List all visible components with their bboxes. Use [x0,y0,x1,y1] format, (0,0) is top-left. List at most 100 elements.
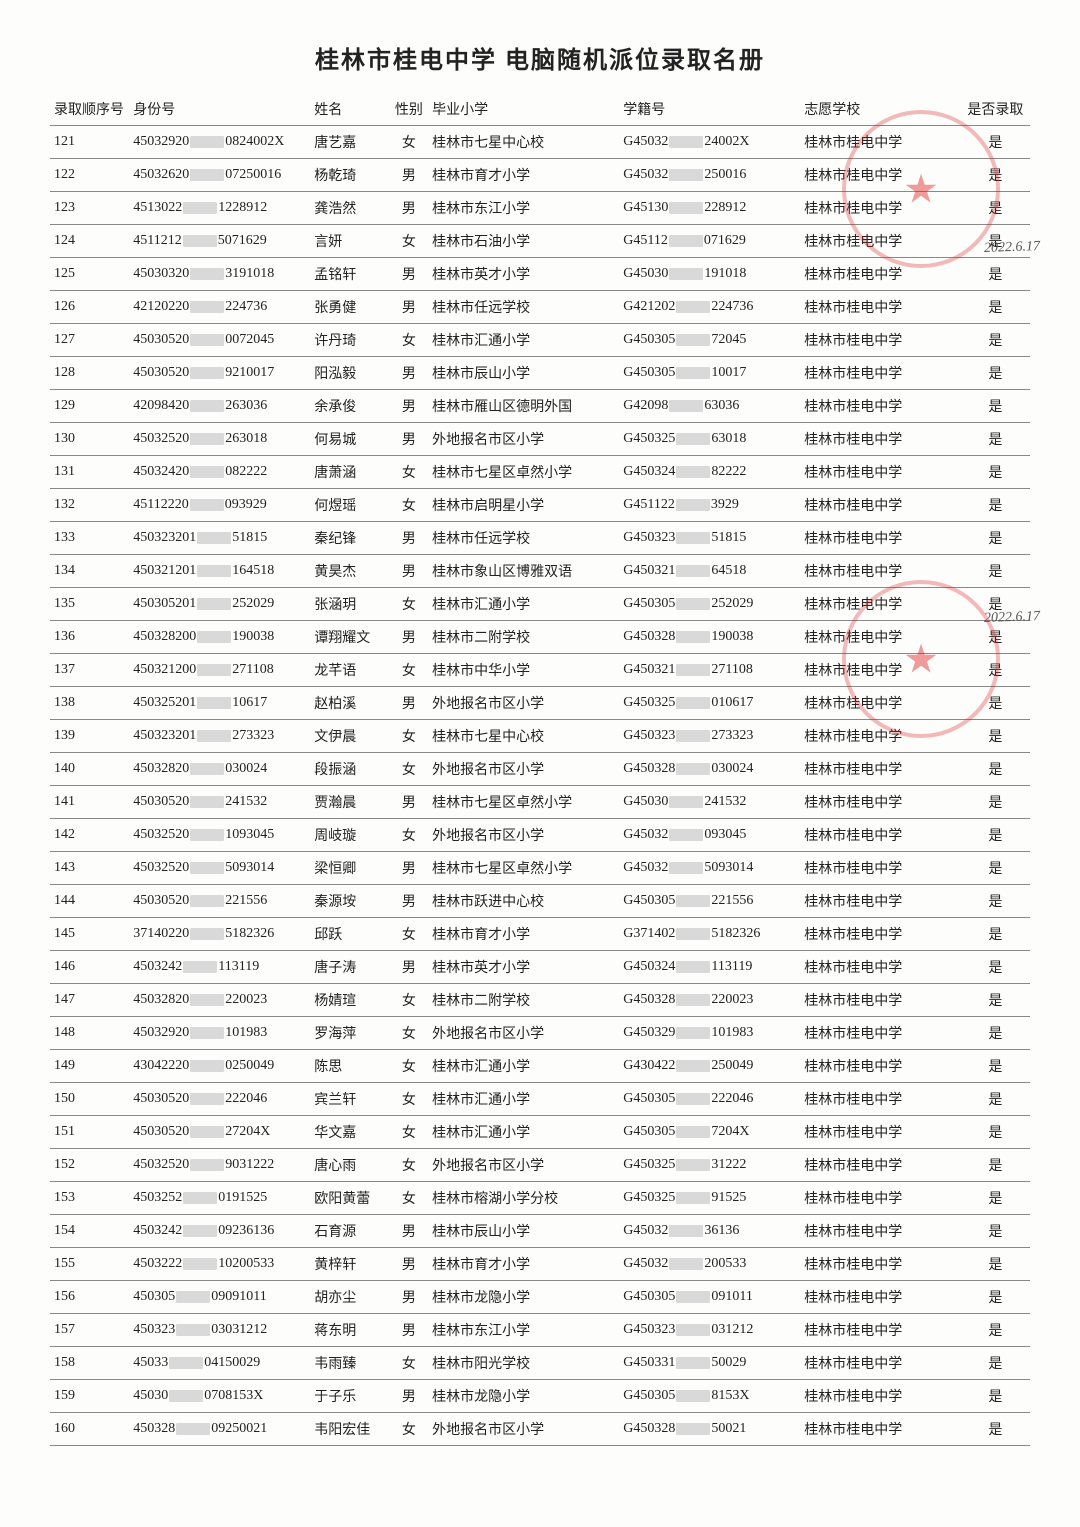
cell-name: 梁恒卿 [310,852,389,885]
cell-name: 言妍 [310,225,389,258]
col-seq: 录取顺序号 [50,93,129,126]
cell-reg: G45130228912 [619,192,800,225]
table-row: 15045030520222046宾兰轩女桂林市汇通小学G45030522204… [50,1083,1030,1116]
cell-sex: 女 [390,1116,429,1149]
redaction [676,532,710,544]
redaction [190,763,224,775]
cell-reg: G450324113119 [619,951,800,984]
cell-wish: 桂林市桂电中学 [800,852,961,885]
cell-sex: 女 [390,918,429,951]
redaction [676,334,710,346]
cell-sex: 女 [390,588,429,621]
table-row: 142450325201093045周岐璇女外地报名市区小学G450320930… [50,819,1030,852]
cell-admit: 是 [961,1413,1030,1446]
redaction [669,136,703,148]
cell-reg: G45030191018 [619,258,800,291]
redaction [197,664,231,676]
cell-grad: 外地报名市区小学 [428,1149,619,1182]
cell-reg: G45032351815 [619,522,800,555]
table-row: 14045032820030024段振涵女外地报名市区小学G4503280300… [50,753,1030,786]
cell-sex: 女 [390,1083,429,1116]
cell-sex: 女 [390,720,429,753]
cell-name: 孟铭轩 [310,258,389,291]
cell-name: 杨婧瑄 [310,984,389,1017]
cell-reg: G45030510017 [619,357,800,390]
table-row: 155450322210200533黄梓轩男桂林市育才小学G4503220053… [50,1248,1030,1281]
cell-name: 杨乾琦 [310,159,389,192]
cell-admit: 是 [961,357,1030,390]
cell-seq: 136 [50,621,129,654]
cell-wish: 桂林市桂电中学 [800,258,961,291]
cell-id: 450325205093014 [129,852,310,885]
cell-seq: 140 [50,753,129,786]
cell-sex: 女 [390,456,429,489]
table-row: 13145032420082222唐萧涵女桂林市七星区卓然小学G45032482… [50,456,1030,489]
cell-seq: 142 [50,819,129,852]
cell-id: 45032520110617 [129,687,310,720]
cell-wish: 桂林市桂电中学 [800,1182,961,1215]
cell-wish: 桂林市桂电中学 [800,159,961,192]
cell-wish: 桂林市桂电中学 [800,522,961,555]
cell-wish: 桂林市桂电中学 [800,621,961,654]
cell-grad: 桂林市东江小学 [428,192,619,225]
cell-reg: G430422250049 [619,1050,800,1083]
redaction [676,961,710,973]
cell-admit: 是 [961,258,1030,291]
redaction [676,664,710,676]
cell-reg: G450305222046 [619,1083,800,1116]
cell-reg: G421202224736 [619,291,800,324]
cell-name: 唐子涛 [310,951,389,984]
redaction [197,565,231,577]
cell-name: 许丹琦 [310,324,389,357]
cell-wish: 桂林市桂电中学 [800,324,961,357]
redaction [176,1291,210,1303]
cell-id: 430422200250049 [129,1050,310,1083]
cell-seq: 132 [50,489,129,522]
cell-seq: 150 [50,1083,129,1116]
cell-grad: 桂林市辰山小学 [428,357,619,390]
cell-name: 秦纪锋 [310,522,389,555]
cell-wish: 桂林市桂电中学 [800,1083,961,1116]
cell-grad: 外地报名市区小学 [428,753,619,786]
cell-reg: G4503236136 [619,1215,800,1248]
cell-admit: 是 [961,1182,1030,1215]
cell-admit: 是 [961,324,1030,357]
cell-name: 龚浩然 [310,192,389,225]
cell-reg: G450323031212 [619,1314,800,1347]
cell-reg: G450329101983 [619,1017,800,1050]
cell-sex: 男 [390,621,429,654]
redaction [190,1027,224,1039]
cell-name: 石育源 [310,1215,389,1248]
cell-sex: 男 [390,159,429,192]
table-row: 12942098420263036余承俊男桂林市雁山区德明外国G42098630… [50,390,1030,423]
redaction [669,400,703,412]
redaction [183,1225,217,1237]
cell-sex: 女 [390,324,429,357]
cell-reg: G45030241532 [619,786,800,819]
table-row: 135450305201252029张涵玥女桂林市汇通小学G4503052520… [50,588,1030,621]
cell-grad: 桂林市二附学校 [428,621,619,654]
cell-wish: 桂林市桂电中学 [800,786,961,819]
cell-wish: 桂林市桂电中学 [800,357,961,390]
cell-id: 4503262007250016 [129,159,310,192]
redaction [190,499,224,511]
cell-reg: G450305221556 [619,885,800,918]
cell-admit: 是 [961,1314,1030,1347]
cell-reg: G450321271108 [619,654,800,687]
cell-wish: 桂林市桂电中学 [800,291,961,324]
redaction [676,730,710,742]
cell-reg: G450325093014 [619,852,800,885]
cell-grad: 桂林市雁山区德明外国 [428,390,619,423]
redaction [183,235,217,247]
cell-admit: 是 [961,786,1030,819]
cell-sex: 男 [390,555,429,588]
cell-name: 黄梓轩 [310,1248,389,1281]
cell-name: 唐心雨 [310,1149,389,1182]
cell-sex: 女 [390,1050,429,1083]
cell-id: 450324209236136 [129,1215,310,1248]
cell-wish: 桂林市桂电中学 [800,951,961,984]
table-row: 12642120220224736张勇健男桂林市任远学校G42120222473… [50,291,1030,324]
cell-sex: 女 [390,126,429,159]
cell-seq: 143 [50,852,129,885]
redaction [669,268,703,280]
